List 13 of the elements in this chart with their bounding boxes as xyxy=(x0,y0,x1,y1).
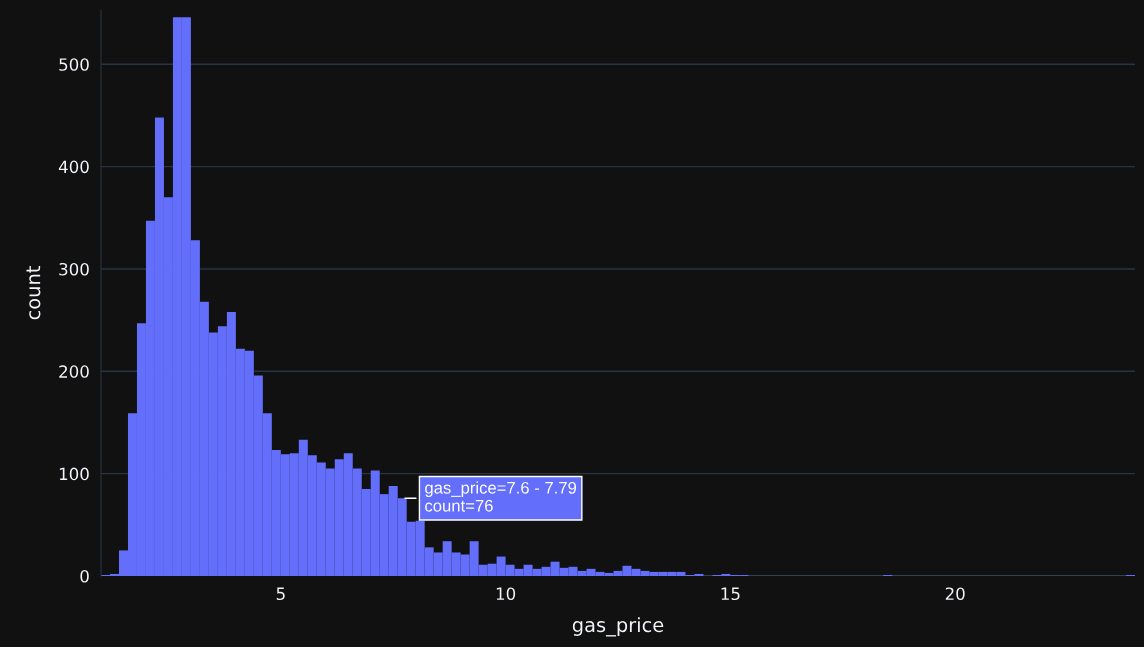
x-tick-label: 10 xyxy=(496,587,516,601)
y-tick-label: 200 xyxy=(59,365,89,378)
x-tick-label: 20 xyxy=(945,587,965,601)
y-tick-label: 300 xyxy=(59,262,89,276)
y-axis-title: count xyxy=(26,266,41,320)
x-axis-title: gas_price xyxy=(572,617,664,637)
y-tick-label: 400 xyxy=(58,160,89,174)
y-tick-label: 500 xyxy=(59,58,89,71)
y-tick-label: 0 xyxy=(80,569,89,583)
x-tick-label: 5 xyxy=(276,587,285,601)
x-tick-label: 15 xyxy=(721,587,740,601)
y-tick-label: 100 xyxy=(59,467,89,481)
annotation: gas_price=7.6 - 7.79 count=76 xyxy=(425,481,577,512)
